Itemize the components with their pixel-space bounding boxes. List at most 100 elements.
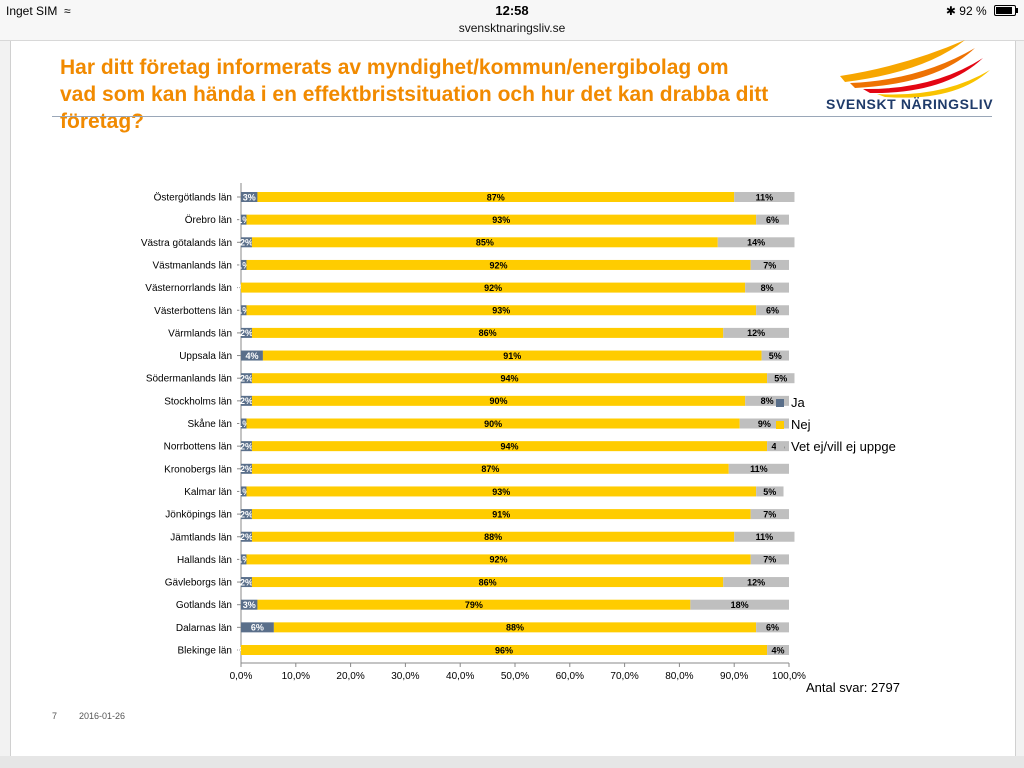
bar-segment-nej	[262, 350, 762, 361]
bar-value-label: 93%	[492, 487, 510, 497]
bar-segment-nej	[246, 305, 757, 316]
bar-segment-nej	[246, 214, 757, 225]
x-tick-label: 40,0%	[446, 671, 474, 682]
x-tick-label: 70,0%	[610, 671, 638, 682]
bar-value-label: 18%	[731, 600, 749, 610]
category-label: Jönköpings län	[165, 510, 232, 521]
bar-value-label: 87%	[487, 192, 505, 202]
category-label: Örebro län	[185, 214, 232, 226]
bar-value-label: 86%	[479, 328, 497, 338]
bar-value-label: 93%	[492, 215, 510, 225]
bar-segment-vet	[745, 395, 789, 406]
bar-value-label: 79%	[465, 600, 483, 610]
bar-segment-vet	[734, 192, 795, 202]
bar-segment-nej	[251, 531, 735, 542]
bar-value-label: 2%	[240, 396, 253, 406]
category-label: Västmanlands län	[153, 260, 233, 271]
bar-value-label: 87%	[481, 464, 499, 474]
bluetooth-icon: ✱	[945, 4, 956, 18]
legend-item-vet: Vet ej/vill ej uppge	[776, 436, 896, 458]
bar-value-label: 92%	[490, 260, 508, 270]
battery-icon	[994, 5, 1018, 16]
category-label: Norrbottens län	[164, 442, 232, 453]
bar-value-label: 2%	[240, 238, 253, 248]
slide-date: 2016-01-26	[79, 711, 126, 721]
bar-value-label: 12%	[747, 577, 765, 587]
category-label: Östergötlands län	[154, 192, 232, 204]
bar-segment-ja	[241, 463, 252, 474]
bar-value-label: 6%	[251, 623, 264, 633]
bar-segment-nej	[251, 237, 718, 248]
bar-segment-vet	[756, 486, 784, 497]
svenskt-naringsliv-logo-icon	[840, 40, 990, 98]
bar-value-label: 11%	[756, 192, 774, 202]
category-label: Västerbottens län	[154, 306, 232, 317]
legend-item-nej: Nej	[776, 414, 896, 436]
legend-swatch-nej	[776, 421, 784, 429]
bar-value-label: 11%	[756, 532, 774, 542]
bar-value-label: 5%	[769, 351, 782, 361]
bar-value-label: 14%	[747, 238, 765, 248]
bar-value-label: 92%	[490, 555, 508, 565]
legend-item-ja: Ja	[776, 392, 896, 414]
legend-label-ja: Ja	[791, 395, 805, 410]
bar-value-label: 91%	[492, 509, 510, 519]
response-count: Antal svar: 2797	[806, 680, 900, 695]
bar-segment-vet	[756, 622, 789, 633]
x-tick-label: 80,0%	[665, 671, 693, 682]
category-label: Södermanlands län	[146, 374, 232, 385]
bar-segment-vet	[750, 259, 789, 270]
slide-number: 7	[52, 711, 58, 721]
bar-segment-vet	[723, 327, 789, 338]
chart-legend: Ja Nej Vet ej/vill ej uppge	[776, 392, 896, 458]
page-bottom-strip	[0, 756, 1024, 768]
bar-value-label: 3%	[243, 600, 256, 610]
logo-wordmark: SVENSKT NÄRINGSLIV	[826, 96, 994, 112]
bar-value-label: 2%	[240, 464, 253, 474]
bar-segment-nej	[251, 441, 768, 452]
bar-value-label: 11%	[750, 464, 768, 474]
bar-value-label: 1%	[237, 555, 250, 565]
title-divider	[52, 116, 992, 117]
bar-segment-ja	[241, 350, 263, 361]
bar-segment-nej	[246, 486, 757, 497]
bar-value-label: 6%	[766, 623, 779, 633]
bar-segment-ja	[241, 509, 252, 520]
bar-segment-nej	[241, 645, 768, 655]
bar-segment-ja	[241, 486, 247, 497]
address-bar-url[interactable]: svensktnaringsliv.se	[458, 21, 566, 35]
bar-value-label: 8%	[761, 396, 774, 406]
bar-segment-nej	[251, 395, 746, 406]
bar-segment-nej	[246, 259, 751, 270]
clock: 12:58	[495, 3, 529, 18]
legend-label-nej: Nej	[791, 417, 811, 432]
bar-segment-nej	[241, 282, 746, 293]
wifi-icon: ≈	[60, 4, 71, 18]
title-line-2: vad som kan hända i en effektbristsituat…	[60, 83, 769, 133]
bar-segment-nej	[246, 554, 751, 565]
bar-segment-ja	[241, 577, 252, 588]
bar-segment-vet	[756, 214, 789, 225]
carrier-label: Inget SIM	[6, 4, 58, 18]
bar-segment-ja	[241, 192, 258, 202]
bar-segment-vet	[767, 373, 795, 384]
bar-value-label: 2%	[240, 374, 253, 384]
category-label: Kalmar län	[184, 487, 232, 498]
status-bar: Inget SIM ≈ 12:58 svensktnaringsliv.se ✱…	[0, 0, 1024, 41]
bar-segment-vet	[728, 463, 789, 474]
bar-value-label: 7%	[763, 555, 776, 565]
legend-swatch-vet	[776, 443, 784, 451]
x-tick-label: 60,0%	[556, 671, 584, 682]
bar-segment-ja	[241, 237, 252, 248]
category-label: Värmlands län	[168, 328, 232, 339]
bar-segment-vet	[734, 531, 795, 542]
bar-segment-vet	[750, 554, 789, 565]
slide-title: Har ditt företag informerats av myndighe…	[60, 54, 820, 135]
bar-segment-vet	[767, 645, 789, 655]
bar-value-label: 96%	[495, 645, 513, 655]
bar-segment-vet	[723, 577, 789, 588]
category-label: Skåne län	[188, 418, 232, 430]
bar-segment-ja	[241, 259, 247, 270]
bar-segment-ja	[241, 441, 252, 452]
bar-segment-vet	[690, 599, 789, 610]
